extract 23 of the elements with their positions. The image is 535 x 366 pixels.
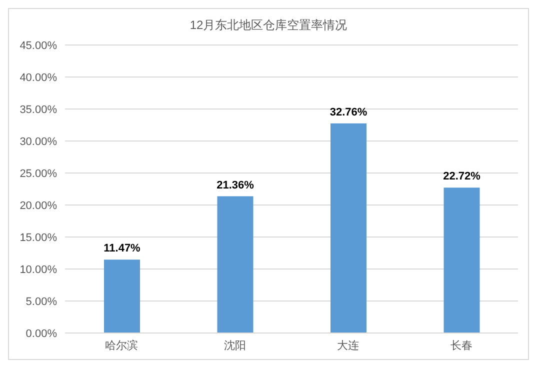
y-tick-label: 0.00% bbox=[26, 328, 58, 340]
x-tick-label: 哈尔滨 bbox=[105, 338, 138, 352]
x-tick-label: 大连 bbox=[337, 338, 360, 352]
y-tick-label: 25.00% bbox=[20, 168, 58, 180]
y-tick-label: 10.00% bbox=[20, 264, 58, 276]
x-tick-label: 沈阳 bbox=[224, 338, 246, 352]
y-tick-label: 30.00% bbox=[20, 136, 58, 148]
y-tick-label: 5.00% bbox=[26, 296, 58, 308]
y-tick-label: 20.00% bbox=[20, 200, 58, 212]
data-label: 21.36% bbox=[216, 179, 254, 192]
data-label: 11.47% bbox=[104, 242, 141, 255]
bar bbox=[104, 260, 140, 333]
y-tick-label: 45.00% bbox=[20, 40, 58, 52]
bar bbox=[217, 196, 254, 333]
x-tick-label: 长春 bbox=[450, 338, 472, 352]
y-tick-label: 35.00% bbox=[20, 104, 58, 116]
y-tick-label: 15.00% bbox=[20, 232, 58, 244]
bar bbox=[444, 188, 480, 333]
data-label: 22.72% bbox=[443, 170, 481, 183]
chart-title: 12月东北地区仓库空置率情况 bbox=[188, 17, 348, 34]
data-label: 32.76% bbox=[330, 106, 368, 118]
y-tick-label: 40.00% bbox=[20, 72, 58, 84]
bar bbox=[330, 123, 366, 333]
